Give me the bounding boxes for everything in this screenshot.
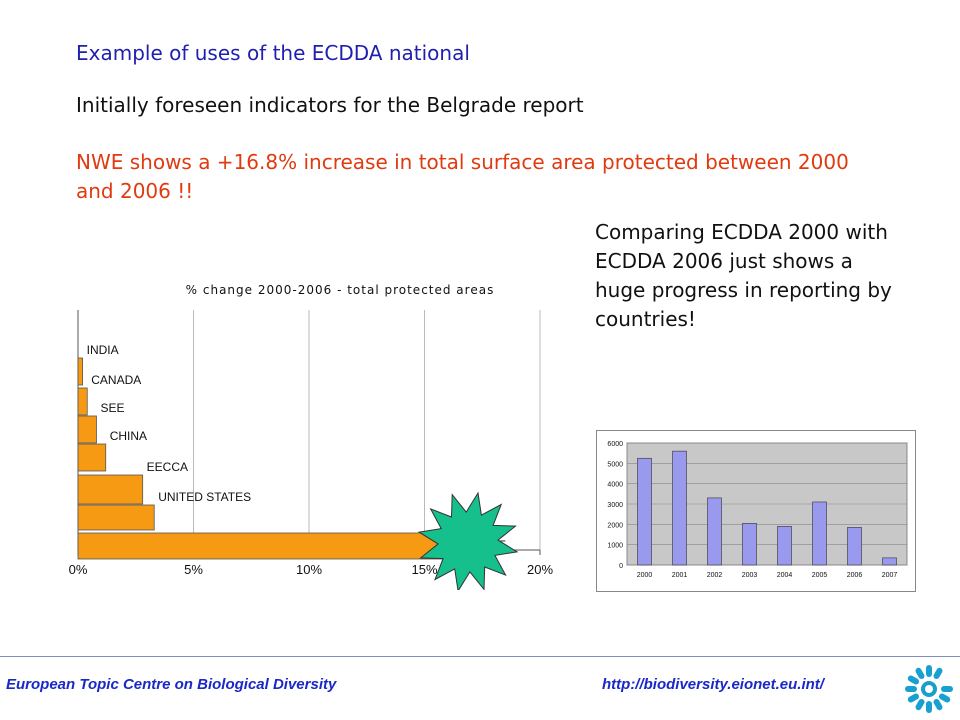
- y-tick-label: 2000: [607, 522, 623, 529]
- bar-nwe: [77, 532, 467, 560]
- slide-title: Example of uses of the ECDDA national: [76, 41, 470, 65]
- x-tick-label: 5%: [184, 562, 203, 577]
- bar-2005: [812, 501, 827, 566]
- x-tick-label: 10%: [296, 562, 322, 577]
- x-tick-label: 2002: [707, 572, 723, 579]
- bar-2000: [637, 457, 652, 566]
- y-tick-label: 4000: [607, 482, 623, 489]
- x-tick-label: 0%: [69, 562, 88, 577]
- x-tick-label: 2000: [637, 572, 653, 579]
- x-tick-label: 2003: [742, 572, 758, 579]
- x-tick-label: 2005: [812, 572, 828, 579]
- x-tick-label: 2001: [672, 572, 688, 579]
- bar-label: CHINA: [110, 429, 147, 443]
- x-tick-label: 2006: [847, 572, 863, 579]
- bar-2003: [742, 523, 757, 566]
- bar-2001: [672, 450, 687, 566]
- chart-title: % change 2000-2006 - total protected are…: [186, 283, 495, 297]
- side-note: Comparing ECDDA 2000 with ECDDA 2006 jus…: [595, 220, 892, 331]
- bar-2002: [707, 497, 722, 566]
- bar-canada: [77, 387, 88, 416]
- y-tick-label: 0: [619, 563, 623, 570]
- x-tick-label: 2004: [777, 572, 793, 579]
- footer-organization: European Topic Centre on Biological Dive…: [6, 676, 337, 693]
- bar-see: [77, 415, 97, 444]
- y-tick-label: 5000: [607, 461, 623, 468]
- bar-label: UNITED STATES: [158, 490, 251, 504]
- bar-united-states: [77, 504, 155, 531]
- bar-2006: [847, 527, 862, 566]
- bar-2004: [777, 526, 792, 566]
- bar-label: INDIA: [87, 343, 119, 357]
- footer-url[interactable]: http://biodiversity.eionet.eu.int/: [602, 676, 824, 693]
- highlight-text: NWE shows a +16.8% increase in total sur…: [76, 150, 849, 203]
- bar-label: CANADA: [91, 373, 141, 387]
- reporting-years-bar-chart: 0 1000 2000 3000 4000 5000 6000 2000 2001 2002 200…: [596, 430, 916, 592]
- etc-logo-icon: [905, 665, 953, 713]
- y-tick-label: 3000: [607, 502, 623, 509]
- y-tick-label: 6000: [607, 441, 623, 448]
- starburst-icon: [417, 491, 519, 590]
- x-tick-label: 15%: [411, 562, 437, 577]
- bar-india: [77, 357, 84, 386]
- bar-china: [77, 443, 107, 472]
- x-tick-label: 20%: [527, 562, 553, 577]
- bar-label: SEE: [100, 401, 124, 415]
- protected-areas-bar-chart: % change 2000-2006 - total protected are…: [69, 283, 553, 590]
- footer-divider: [0, 656, 960, 657]
- bar-label: EECCA: [147, 460, 188, 474]
- y-tick-label: 1000: [607, 543, 623, 550]
- bar-2007: [882, 557, 897, 566]
- x-tick-label: 2007: [882, 572, 898, 579]
- slide-subtitle: Initially foreseen indicators for the Be…: [76, 93, 584, 117]
- bar-eecca: [77, 474, 144, 505]
